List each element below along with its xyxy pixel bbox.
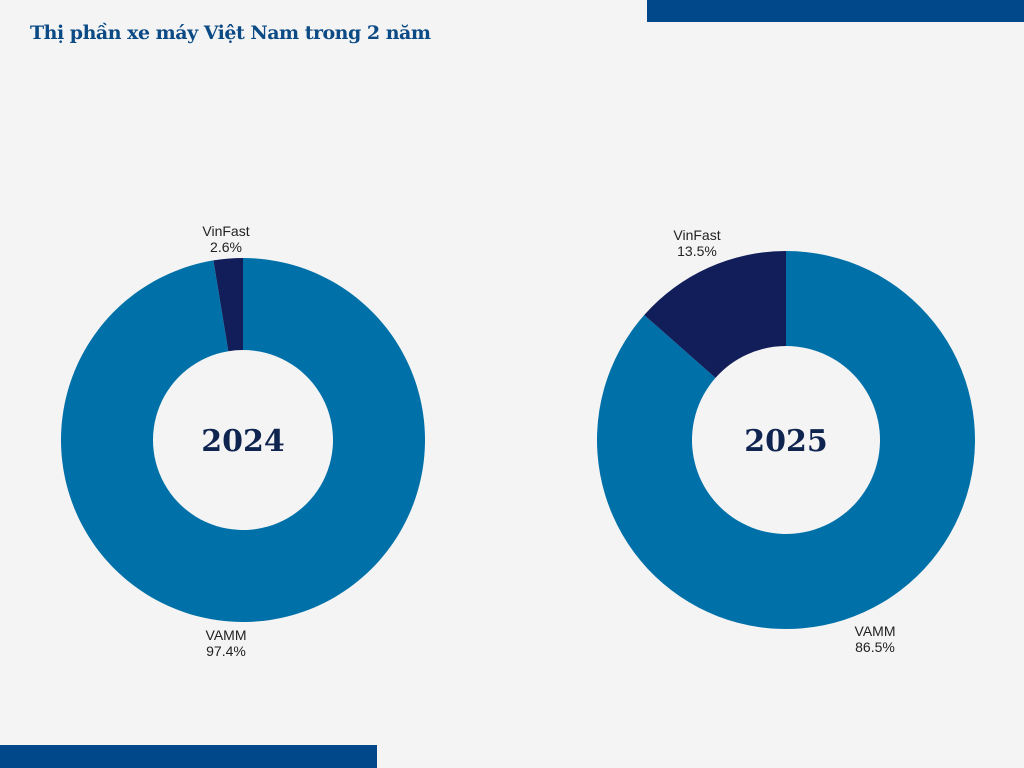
center-label-2025: 2025 [744, 424, 828, 459]
label-2024-vinfast-name: VinFast [202, 223, 249, 239]
slice-2024-vinfast [213, 258, 243, 352]
label-2024-vinfast-value: 2.6% [210, 239, 242, 255]
label-2024-vamm-value: 97.4% [206, 643, 246, 659]
label-2025-vinfast-name: VinFast [673, 227, 720, 243]
top-accent-bar [647, 0, 1024, 22]
label-2025-vinfast-value: 13.5% [677, 243, 717, 259]
slice-2025-vinfast [644, 251, 786, 378]
bottom-accent-bar [0, 745, 377, 768]
center-label-2024: 2024 [201, 424, 285, 459]
slice-2024-vamm [60, 258, 425, 622]
label-2025-vamm-value: 86.5% [855, 639, 895, 655]
page-title: Thị phần xe máy Việt Nam trong 2 năm [30, 22, 431, 44]
label-2024-vamm-name: VAMM [206, 627, 247, 643]
label-2025-vamm-name: VAMM [855, 623, 896, 639]
slice-2025-vamm [597, 251, 975, 629]
